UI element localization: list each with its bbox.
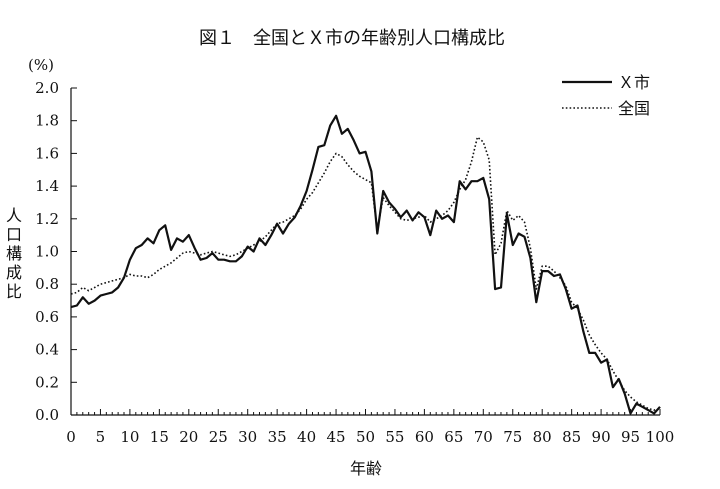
series-line-zenkoku	[70, 136, 661, 411]
y-tick-label: 0.4	[35, 341, 59, 359]
legend-label: 全国	[618, 99, 650, 118]
y-axis-unit: (%)	[28, 56, 54, 74]
x-tick-label: 10	[120, 428, 139, 446]
x-tick-label: 95	[621, 428, 640, 446]
x-tick-label: 50	[356, 428, 375, 446]
x-tick-label: 100	[646, 428, 675, 446]
x-tick-label: 25	[209, 428, 228, 446]
x-tick-label: 0	[66, 428, 76, 446]
x-tick-label: 35	[268, 428, 287, 446]
x-tick-label: 80	[533, 428, 552, 446]
x-tick-label: 90	[592, 428, 611, 446]
series-line-x-city	[70, 114, 661, 415]
y-tick-label: 1.2	[35, 210, 59, 228]
x-tick-label: 75	[503, 428, 522, 446]
y-tick-label: 1.4	[35, 177, 59, 195]
y-axis-label-char: 構	[6, 244, 22, 263]
series-layer	[70, 114, 661, 415]
chart-title: 図１ 全国とＸ市の年齢別人口構成比	[199, 28, 505, 49]
y-tick-label: 2.0	[35, 79, 59, 97]
y-axis-label: 人口構成比	[6, 206, 22, 301]
y-tick-label: 1.8	[35, 112, 59, 130]
x-tick-label: 85	[562, 428, 581, 446]
x-tick-label: 20	[179, 428, 198, 446]
y-axis-label-char: 比	[6, 282, 22, 301]
x-tick-label: 5	[96, 428, 106, 446]
x-tick-label: 15	[150, 428, 169, 446]
x-tick-label: 65	[444, 428, 463, 446]
legend-label: Ｘ市	[618, 73, 650, 92]
x-tick-label: 45	[327, 428, 346, 446]
x-tick-label: 60	[415, 428, 434, 446]
axes: 0.0 0.2 0.4 0.6 0.8 1.0 1.2 1.4 1.6 1.8 2.0 0 5 10 15 2…	[35, 79, 674, 446]
x-tick-label: 30	[238, 428, 257, 446]
x-tick-label: 55	[385, 428, 404, 446]
y-tick-label: 0.6	[35, 308, 59, 326]
x-tick-label: 40	[297, 428, 316, 446]
y-tick-label: 0.0	[35, 406, 59, 424]
y-tick-label: 1.6	[35, 144, 59, 162]
y-tick-label: 1.0	[35, 243, 59, 261]
y-axis-label-char: 口	[6, 225, 22, 244]
y-tick-label: 0.2	[35, 373, 59, 391]
y-axis-label-char: 人	[6, 206, 22, 225]
y-tick-label: 0.8	[35, 275, 59, 293]
x-axis-label: 年齢	[350, 459, 382, 478]
x-tick-label: 70	[474, 428, 493, 446]
y-axis-label-char: 成	[6, 263, 22, 282]
